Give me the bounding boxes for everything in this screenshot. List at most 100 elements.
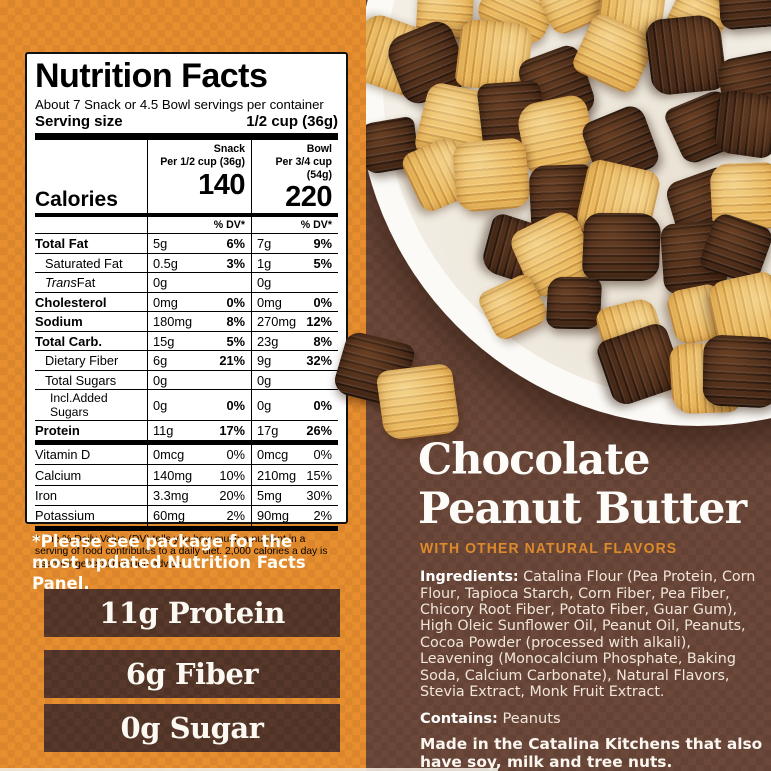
nutrient-value-cell: 0mcg 0% [147,444,251,465]
contains-line: Contains: Peanuts [420,710,766,727]
nutrient-row: Total Fat 5g 6% 7g 9% [35,233,338,253]
nutrient-label: Iron [35,487,58,503]
contains-value: Peanuts [502,709,561,727]
nutrient-value-cell: 11g 17% [147,421,251,440]
nutrient-label: Total Carb. [35,333,102,349]
nutrient-label: Trans Fat [45,275,96,291]
snack-column-per: Per 1/2 cup (36g) [160,156,245,169]
nutrient-label: Calcium [35,467,82,483]
bowl-column-header: Bowl Per 3/4 cup (54g) 220 [251,140,338,214]
divider-thick-3 [35,525,338,531]
nutrient-value-cell: 180mg 8% [147,312,251,331]
nutrient-row: Total Carb. 15g 5% 23g 8% [35,330,338,351]
nutrient-row: Cholesterol 0mg 0% 0mg 0% [35,291,338,312]
nutrient-value-cell: 5g 6% [147,234,251,253]
nutrient-value-cell: 0g [147,370,251,390]
nutrient-label: Dietary Fiber [45,353,119,369]
divider-thick [35,133,338,141]
nutrient-row: Vitamin D 0mcg 0% 0mcg 0% [35,444,338,465]
nutrient-label: Cholesterol [35,294,107,310]
nutrient-label: Protein [35,423,80,439]
vitamin-rows: Vitamin D 0mcg 0% 0mcg 0% Calcium 140mg 10% 210m… [35,444,338,526]
snack-calories-value: 140 [198,168,245,201]
nutrient-value-cell: 0g 0% [251,390,338,421]
dv-footnote: * The % Daily Value (DV) tells you how m… [35,533,328,570]
nutrient-label: Saturated Fat [45,255,123,271]
nutrient-value-cell: 5mg 30% [251,485,338,506]
nutrition-title: Nutrition Facts [35,57,268,95]
nutrient-value-cell: 3.3mg 20% [147,485,251,506]
nutrient-value-cell: 1g 5% [251,253,338,273]
allergen-note: Made in the Catalina Kitchens that also … [420,734,763,771]
nutrient-value-cell: 0mg 0% [251,292,338,312]
cereal-piece [702,333,771,409]
nutrient-label: Potassium [35,508,95,524]
bowl-dv-header: % DV* [251,217,338,234]
contains-label: Contains: [420,709,498,727]
cereal-piece [643,13,728,97]
nutrient-value-cell: 6g 21% [147,351,251,370]
product-panel: Chocolate Peanut Butter WITH OTHER NATUR… [366,0,771,771]
flavor-title-line1: Chocolate [418,435,650,485]
divider-thick-2 [35,439,338,445]
nutrient-value-cell: 0g [251,273,338,292]
cereal-piece [717,0,771,31]
nutrient-row: Saturated Fat 0.5g 3% 1g 5% [35,252,338,273]
nutrient-value-cell: 0mg 0% [147,292,251,312]
serving-size-label: Serving size [35,113,123,131]
nutrient-value-cell: 0mcg 0% [251,444,338,465]
nutrient-label: Incl.Added Sugars [50,391,108,420]
ingredients-text: Catalina Flour (Pea Protein, Corn Flour,… [420,569,756,701]
bowl-column-name: Bowl [306,143,332,156]
nutrient-row: Incl.Added Sugars 0g 0% 0g 0% [35,389,338,421]
nutrient-value-cell: 0.5g 3% [147,253,251,273]
flavor-title: Chocolate Peanut Butter [418,436,766,533]
nutrient-row: Total Sugars 0g 0g [35,369,338,390]
nutrient-value-cell: 210mg 15% [251,465,338,485]
nutrient-value-cell: 23g 8% [251,331,338,351]
badge-6g-fiber: 6g Fiber [44,650,340,698]
bowl-calories-value: 220 [285,181,332,214]
cereal-piece [581,212,662,282]
nutrient-row: Potassium 60mg 2% 90mg 2% [35,505,338,526]
serving-size-value: 1/2 cup (36g) [246,113,338,131]
daily-value-header-row: % DV* % DV* [35,217,338,234]
nutrient-label: Vitamin D [35,447,91,463]
nutrition-facts-panel: Nutrition Facts About 7 Snack or 4.5 Bow… [25,52,348,570]
cereal-piece [451,137,532,213]
nutrient-row: Iron 3.3mg 20% 5mg 30% [35,484,338,506]
bowl-column-per: Per 3/4 cup (54g) [275,156,332,181]
nutrient-value-cell: 0g 0% [147,390,251,421]
nutrient-row: Protein 11g 17% 17g 26% [35,420,338,440]
nutrient-value-cell: 270mg 12% [251,312,338,331]
calories-label: Calories [35,188,118,212]
cereal-piece [545,276,603,330]
nutrient-label: Sodium [35,314,83,330]
nutrient-value-cell: 17g 26% [251,421,338,440]
nutrient-value-cell: 7g 9% [251,234,338,253]
nutrient-row: Dietary Fiber 6g 21% 9g 32% [35,350,338,370]
product-info: Chocolate Peanut Butter WITH OTHER NATUR… [418,436,766,771]
ingredients-paragraph: Ingredients: Catalina Flour (Pea Protein… [420,569,766,701]
serving-size-row: Serving size 1/2 cup (36g) [35,113,338,130]
snack-column-header: Snack Per 1/2 cup (36g) 140 [147,140,251,214]
cereal-piece [712,88,771,161]
nutrient-value-cell: 15g 5% [147,331,251,351]
ingredients-label: Ingredients: [420,569,519,586]
flavor-subtitle: WITH OTHER NATURAL FLAVORS [420,539,678,557]
nutrient-value-cell: 60mg 2% [147,506,251,526]
nutrient-value-cell: 0g [147,273,251,292]
nutrient-row: Trans Fat 0g 0g [35,272,338,292]
nutrient-label: Total Fat [35,236,89,252]
nutrient-row: Calcium 140mg 10% 210mg 15% [35,464,338,485]
nutrient-rows: Total Fat 5g 6% 7g 9% Saturated Fat 0.5g 3% 1g 5%… [35,233,338,440]
calories-band: Calories Snack Per 1/2 cup (36g) 140 Bow… [35,140,338,214]
snack-dv-header: % DV* [147,217,251,234]
nutrient-row: Sodium 180mg 8% 270mg 12% [35,311,338,331]
nutrient-value-cell: 0g [251,370,338,390]
snack-column-name: Snack [213,143,245,156]
bottom-seam [0,768,498,771]
nutrient-value-cell: 9g 32% [251,351,338,370]
nutrient-label: Total Sugars [45,372,117,388]
